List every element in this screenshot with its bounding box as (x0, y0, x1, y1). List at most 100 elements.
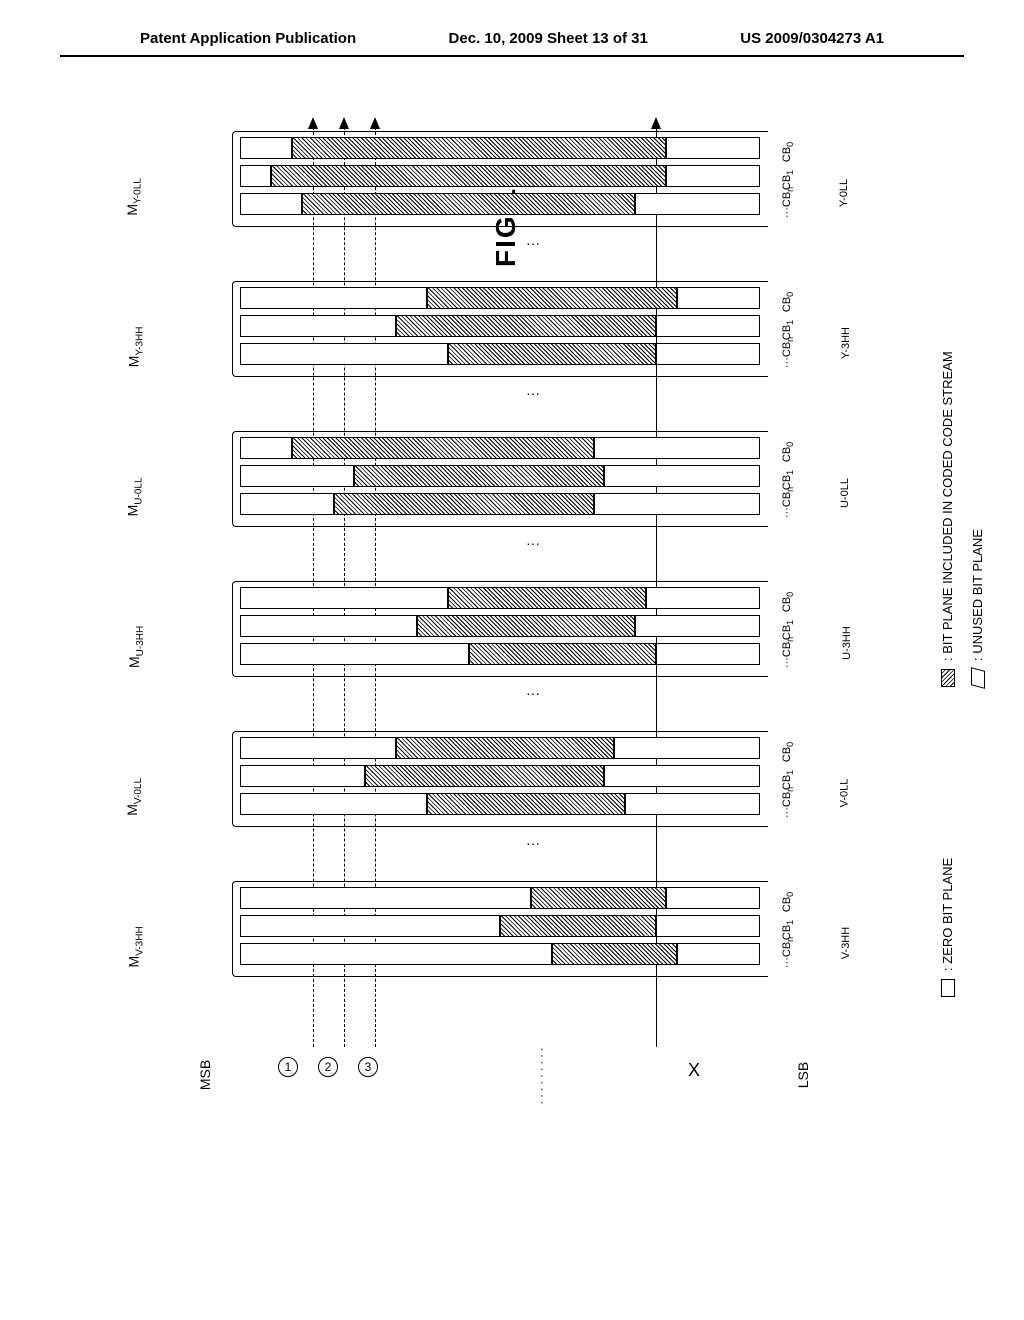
zero-bit-plane-segment (240, 343, 448, 365)
legend-zero: : ZERO BIT PLANE (940, 858, 955, 997)
codeblock-bar (240, 887, 760, 909)
zero-bit-plane-segment (240, 587, 448, 609)
included-bit-plane-segment (500, 915, 656, 937)
unused-bit-plane-segment (594, 493, 760, 515)
chart-area: MSB LSB 1 2 3 . . . . . . . . . X MY-0LL… (170, 127, 890, 1077)
unused-bit-plane-segment (635, 615, 760, 637)
codeblock-bar (240, 615, 760, 637)
zero-bit-plane-segment (240, 493, 334, 515)
included-bit-plane-segment (427, 793, 625, 815)
codeblock-bar (240, 343, 760, 365)
included-bit-plane-segment (354, 465, 604, 487)
included-bit-plane-segment (396, 737, 614, 759)
unused-bit-plane-segment (594, 437, 760, 459)
group-ellipsis: ··· (526, 685, 540, 701)
subband-brace-label: Y-3HH (840, 327, 852, 359)
subband-brace-label: V-3HH (840, 927, 852, 959)
included-bit-plane-segment (448, 587, 646, 609)
header-right: US 2009/0304273 A1 (740, 30, 884, 47)
zero-bit-plane-segment (240, 793, 427, 815)
zero-bit-plane-segment (240, 615, 417, 637)
codeblock-bar (240, 493, 760, 515)
zero-bit-plane-segment (240, 193, 302, 215)
subband-group: MY-0LLCB0CB1···CBnY-0LL··· (170, 137, 890, 277)
codeblock-bar (240, 943, 760, 965)
msb-label: MSB (197, 1060, 213, 1090)
zero-bit-plane-segment (240, 315, 396, 337)
cb-label: CB0 (781, 442, 795, 462)
zero-bit-plane-segment (240, 765, 365, 787)
unused-bit-plane-segment (635, 193, 760, 215)
m-label: MV-3HH (126, 926, 146, 967)
subband-brace-label: V-0LL (838, 779, 850, 808)
cb-label: CB0 (781, 142, 795, 162)
included-bit-plane-segment (334, 493, 594, 515)
x-label: X (688, 1060, 700, 1081)
arrow-x (651, 117, 661, 129)
group-ellipsis: ··· (526, 235, 540, 251)
zero-bit-plane-segment (240, 465, 354, 487)
included-bit-plane-segment (469, 643, 656, 665)
circled-3: 3 (358, 1057, 378, 1077)
codeblock-bar (240, 437, 760, 459)
zero-bit-plane-segment (240, 887, 531, 909)
lsb-label: LSB (795, 1062, 811, 1088)
included-bit-plane-segment (552, 943, 677, 965)
cb-label: ···CBn (781, 937, 795, 968)
arrow-2 (339, 117, 349, 129)
legend-unused: : UNUSED BIT PLANE (970, 529, 985, 687)
included-bit-plane-segment (448, 343, 656, 365)
legend-zero-box (941, 979, 955, 997)
included-bit-plane-segment (531, 887, 666, 909)
legend-unused-box (971, 667, 985, 689)
page-header: Patent Application Publication Dec. 10, … (60, 0, 964, 57)
figure-13: FIG.13 MSB LSB 1 2 3 . . . . . . . . . X… (100, 127, 924, 1177)
unused-bit-plane-segment (656, 643, 760, 665)
group-ellipsis: ··· (526, 535, 540, 551)
unused-bit-plane-segment (656, 343, 760, 365)
subband-brace-label: U-0LL (839, 478, 851, 508)
header-center: Dec. 10, 2009 Sheet 13 of 31 (449, 30, 648, 47)
included-bit-plane-segment (271, 165, 666, 187)
cb-label: ···CBn (781, 487, 795, 518)
codeblock-bar (240, 193, 760, 215)
included-bit-plane-segment (365, 765, 604, 787)
legend-zero-text: : ZERO BIT PLANE (940, 858, 955, 971)
cb-label: ···CBn (781, 637, 795, 668)
group-ellipsis: ··· (526, 835, 540, 851)
codeblock-bar (240, 465, 760, 487)
codeblock-bar (240, 765, 760, 787)
codeblock-bar (240, 587, 760, 609)
codeblock-bar (240, 737, 760, 759)
zero-bit-plane-segment (240, 137, 292, 159)
m-label: MY-3HH (125, 327, 145, 368)
zero-bit-plane-segment (240, 287, 427, 309)
arrow-3 (370, 117, 380, 129)
subband-group: MU-0LLCB0CB1···CBnU-0LL··· (170, 437, 890, 577)
codeblock-bar (240, 137, 760, 159)
codeblock-bar (240, 915, 760, 937)
subband-brace-label: Y-0LL (838, 179, 850, 207)
included-bit-plane-segment (302, 193, 635, 215)
unused-bit-plane-segment (666, 887, 760, 909)
m-label: MU-0LL (125, 477, 145, 516)
cb-label: CB0 (781, 892, 795, 912)
subband-group: MV-0LLCB0CB1···CBnV-0LL··· (170, 737, 890, 877)
unused-bit-plane-segment (625, 793, 760, 815)
m-label: MV-0LL (124, 778, 144, 816)
unused-bit-plane-segment (666, 165, 760, 187)
legend-unused-text: : UNUSED BIT PLANE (970, 529, 985, 661)
arrow-1 (308, 117, 318, 129)
m-label: MY-0LL (124, 178, 144, 215)
zero-bit-plane-segment (240, 643, 469, 665)
cb-label: CB0 (781, 292, 795, 312)
subband-group: MY-3HHCB0CB1···CBnY-3HH··· (170, 287, 890, 427)
codeblock-bar (240, 165, 760, 187)
cb-label: CB0 (781, 592, 795, 612)
zero-bit-plane-segment (240, 943, 552, 965)
included-bit-plane-segment (427, 287, 677, 309)
codeblock-bar (240, 793, 760, 815)
unused-bit-plane-segment (666, 137, 760, 159)
zero-bit-plane-segment (240, 737, 396, 759)
codeblock-bar (240, 315, 760, 337)
